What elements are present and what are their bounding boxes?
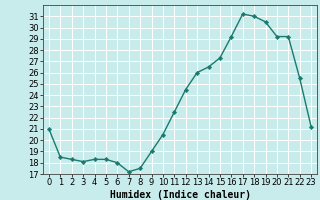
X-axis label: Humidex (Indice chaleur): Humidex (Indice chaleur) <box>109 190 251 200</box>
